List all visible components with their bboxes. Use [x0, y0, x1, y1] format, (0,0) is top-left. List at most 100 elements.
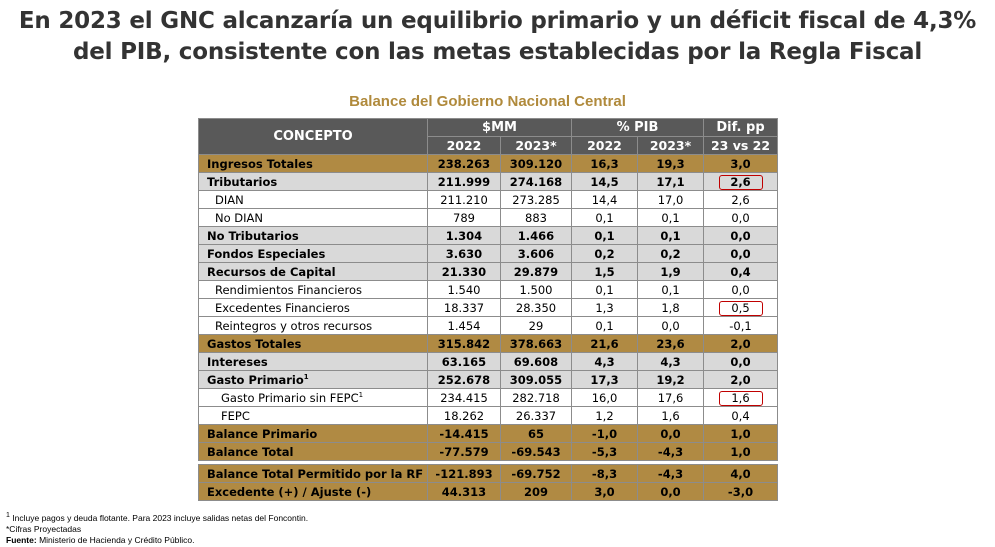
cell-pib-2023: -4,3	[637, 464, 704, 483]
cell-mm-2022: 44.313	[427, 482, 501, 501]
cell-dif: 1,0	[703, 442, 778, 461]
slide-title: En 2023 el GNC alcanzaría un equilibrio …	[18, 8, 977, 65]
row-label: Fondos Especiales	[198, 244, 428, 263]
header-mm-2022: 2022	[427, 136, 501, 155]
cell-mm-2022: 1.304	[427, 226, 501, 245]
row-label: No Tributarios	[198, 226, 428, 245]
header-concepto: CONCEPTO	[198, 118, 428, 155]
cell-mm-2022: 238.263	[427, 154, 501, 173]
table-row: Balance Primario -14.415 65 -1,0 0,0 1,0	[198, 424, 778, 443]
cell-mm-2023: 282.718	[500, 388, 572, 407]
cell-mm-2022: -77.579	[427, 442, 501, 461]
table-row: Excedente (+) / Ajuste (-) 44.313 209 3,…	[198, 482, 778, 501]
cell-mm-2023: 209	[500, 482, 572, 501]
header-dif: Dif. pp	[703, 118, 778, 137]
cell-pib-2023: -4,3	[637, 442, 704, 461]
cell-mm-2022: 234.415	[427, 388, 501, 407]
row-label: Balance Total	[198, 442, 428, 461]
cell-pib-2022: 3,0	[571, 482, 638, 501]
cell-mm-2023: 65	[500, 424, 572, 443]
table-row: Balance Total Permitido por la RF -121.8…	[198, 464, 778, 483]
cell-pib-2022: 4,3	[571, 352, 638, 371]
table-row: FEPC 18.262 26.337 1,2 1,6 0,4	[198, 406, 778, 425]
cell-mm-2022: 789	[427, 208, 501, 227]
cell-dif: 1,0	[703, 424, 778, 443]
cell-pib-2022: 17,3	[571, 370, 638, 389]
cell-mm-2023: 309.055	[500, 370, 572, 389]
table-row: Gastos Totales 315.842 378.663 21,6 23,6…	[198, 334, 778, 353]
cell-pib-2022: 0,2	[571, 244, 638, 263]
cell-mm-2022: 18.337	[427, 298, 501, 317]
cell-mm-2023: -69.543	[500, 442, 572, 461]
header-pib: % PIB	[571, 118, 704, 137]
cell-dif: 0,4	[703, 406, 778, 425]
table-row: DIAN 211.210 273.285 14,4 17,0 2,6	[198, 190, 778, 209]
cell-mm-2023: 26.337	[500, 406, 572, 425]
table-row: Gasto Primario1 252.678 309.055 17,3 19,…	[198, 370, 778, 389]
cell-pib-2022: 0,1	[571, 280, 638, 299]
highlight-box: 0,5	[718, 300, 763, 316]
cell-pib-2022: 1,5	[571, 262, 638, 281]
header-pib-2023: 2023*	[637, 136, 704, 155]
table-row: No DIAN 789 883 0,1 0,1 0,0	[198, 208, 778, 227]
cell-dif: 1,6	[703, 388, 778, 407]
cell-pib-2023: 1,8	[637, 298, 704, 317]
row-label: Excedente (+) / Ajuste (-)	[198, 482, 428, 501]
cell-pib-2022: 14,4	[571, 190, 638, 209]
row-label: Rendimientos Financieros	[198, 280, 428, 299]
row-label: Tributarios	[198, 172, 428, 191]
cell-mm-2022: 211.210	[427, 190, 501, 209]
cell-mm-2022: -121.893	[427, 464, 501, 483]
cell-dif: 0,4	[703, 262, 778, 281]
cell-pib-2022: 1,3	[571, 298, 638, 317]
row-label-text: Gasto Primario	[207, 372, 304, 387]
cell-pib-2023: 19,3	[637, 154, 704, 173]
cell-pib-2022: 0,1	[571, 316, 638, 335]
cell-pib-2022: 16,3	[571, 154, 638, 173]
row-label: No DIAN	[198, 208, 428, 227]
cell-mm-2023: 28.350	[500, 298, 572, 317]
header-row-2: 2022 2023* 2022 2023* 23 vs 22	[199, 136, 778, 155]
footnote-1-text: Incluye pagos y deuda flotante. Para 202…	[12, 513, 309, 523]
header-mm-2023: 2023*	[500, 136, 572, 155]
cell-mm-2023: 274.168	[500, 172, 572, 191]
cell-mm-2022: 63.165	[427, 352, 501, 371]
cell-pib-2022: -8,3	[571, 464, 638, 483]
cell-dif: 2,0	[703, 334, 778, 353]
table-row: Intereses 63.165 69.608 4,3 4,3 0,0	[198, 352, 778, 371]
table-row: Fondos Especiales 3.630 3.606 0,2 0,2 0,…	[198, 244, 778, 263]
cell-pib-2022: 1,2	[571, 406, 638, 425]
footnote-mark: 1	[303, 372, 309, 381]
cell-pib-2022: 0,1	[571, 208, 638, 227]
table-title: Balance del Gobierno Nacional Central	[349, 93, 626, 110]
footnotes: 1 Incluye pagos y deuda flotante. Para 2…	[6, 512, 309, 546]
cell-pib-2023: 17,0	[637, 190, 704, 209]
cell-mm-2023: 29	[500, 316, 572, 335]
footnote-mark: 1	[6, 512, 10, 520]
cell-pib-2022: 14,5	[571, 172, 638, 191]
cell-pib-2023: 1,9	[637, 262, 704, 281]
highlight-box: 1,6	[718, 390, 763, 406]
table-row: Balance Total -77.579 -69.543 -5,3 -4,3 …	[198, 442, 778, 461]
cell-mm-2023: -69.752	[500, 464, 572, 483]
row-label: Excedentes Financieros	[198, 298, 428, 317]
cell-dif: 0,5	[703, 298, 778, 317]
cell-mm-2022: 21.330	[427, 262, 501, 281]
cell-dif: 0,0	[703, 280, 778, 299]
cell-mm-2023: 309.120	[500, 154, 572, 173]
cell-mm-2023: 1.500	[500, 280, 572, 299]
cell-dif: 0,0	[703, 244, 778, 263]
row-label: Balance Primario	[198, 424, 428, 443]
table-row: Ingresos Totales 238.263 309.120 16,3 19…	[198, 154, 778, 173]
cell-pib-2023: 17,1	[637, 172, 704, 191]
cell-pib-2023: 0,1	[637, 226, 704, 245]
row-label: FEPC	[198, 406, 428, 425]
cell-mm-2023: 883	[500, 208, 572, 227]
footnote-mark: 1	[358, 390, 364, 399]
row-label: Ingresos Totales	[198, 154, 428, 173]
cell-mm-2023: 378.663	[500, 334, 572, 353]
footnote-projected: *Cifras Proyectadas	[6, 524, 82, 534]
row-label-text: Gasto Primario sin FEPC	[221, 390, 359, 405]
table-row: Recursos de Capital 21.330 29.879 1,5 1,…	[198, 262, 778, 281]
cell-pib-2023: 23,6	[637, 334, 704, 353]
